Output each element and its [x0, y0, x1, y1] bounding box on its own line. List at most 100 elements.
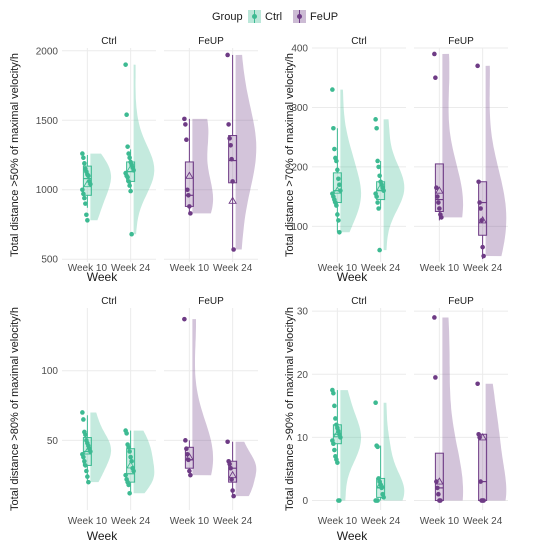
data-point	[188, 211, 193, 216]
data-point	[125, 144, 130, 149]
y-axis-title: Total distance >50% of maximal velocity/…	[9, 53, 21, 257]
x-tick-label: Week 24	[213, 263, 253, 274]
legend-key-ctrl-dot	[252, 14, 257, 19]
data-point	[225, 439, 230, 445]
data-point	[81, 454, 86, 460]
data-point	[183, 122, 188, 127]
box	[184, 161, 194, 207]
data-point	[86, 479, 91, 485]
density-cloud	[192, 319, 214, 476]
legend-title: Group	[212, 11, 243, 23]
density-cloud	[485, 65, 507, 257]
data-point	[81, 155, 86, 161]
data-point	[125, 174, 130, 180]
group-ctrl-week-24	[373, 400, 405, 503]
data-point	[480, 244, 485, 250]
x-tick-label: Week 24	[463, 516, 503, 527]
data-point	[127, 155, 132, 161]
data-point	[432, 315, 437, 320]
data-point	[230, 488, 235, 493]
data-point	[80, 410, 85, 415]
facet-label: Ctrl	[101, 296, 117, 307]
data-point	[338, 435, 343, 440]
data-point	[335, 460, 340, 465]
y-tick-label: 2000	[36, 46, 59, 57]
data-point	[229, 477, 234, 482]
x-tick-label: Week 24	[463, 263, 503, 274]
mean-marker	[376, 480, 385, 488]
data-point	[85, 474, 90, 479]
box	[184, 446, 194, 469]
mean-marker	[228, 470, 237, 479]
panel-ctrl: Ctrl Week 10 Week 24	[312, 296, 406, 527]
data-point	[186, 192, 191, 198]
facet-label: FeUP	[198, 36, 224, 47]
group-feup-week-24	[225, 52, 257, 252]
data-point	[373, 117, 378, 122]
data-point	[82, 458, 87, 464]
y-tick-label: 400	[291, 44, 308, 55]
data-point	[84, 468, 89, 474]
x-tick-label: Week 24	[213, 516, 253, 527]
data-point	[475, 381, 480, 387]
data-point	[377, 247, 382, 253]
data-point	[435, 485, 440, 491]
density-cloud	[340, 390, 362, 501]
data-point	[433, 75, 438, 81]
x-tick-label: Week 24	[361, 263, 401, 274]
panel-feup: FeUP Week 10 Week 24	[414, 296, 508, 527]
data-point	[225, 52, 230, 58]
density-cloud	[235, 54, 257, 250]
data-point	[479, 218, 484, 223]
data-point	[131, 468, 136, 474]
mean-marker	[435, 477, 444, 485]
panel-background	[312, 308, 406, 510]
data-point	[187, 204, 192, 209]
y-tick-label: 200	[291, 162, 308, 173]
density-cloud	[442, 317, 464, 501]
data-point	[123, 62, 128, 67]
y-axis-title: Total distance >80% of maximal velocity/…	[9, 307, 21, 511]
facet-label: FeUP	[448, 296, 474, 307]
mean-marker	[185, 452, 194, 461]
data-point	[126, 445, 131, 450]
y-tick-label: 1000	[36, 185, 59, 196]
panel-feup: FeUP Week 10 Week 24	[414, 36, 508, 274]
group-ctrl-week-24	[123, 62, 155, 237]
group-ctrl-week-10	[80, 151, 112, 223]
y-tick-label: 10	[297, 433, 309, 444]
legend: Group Ctrl FeUP	[212, 10, 338, 23]
y-axis-title: Total distance >70% of maximal velocity/…	[284, 53, 296, 257]
data-point	[185, 187, 190, 193]
data-point	[332, 146, 337, 152]
data-point	[126, 179, 131, 184]
data-point	[374, 194, 379, 199]
data-point	[83, 201, 88, 206]
data-point	[374, 125, 379, 131]
data-point	[229, 156, 234, 162]
data-point	[182, 316, 187, 322]
data-point	[231, 493, 236, 499]
panel-background	[164, 308, 258, 510]
x-axis-title: Week	[87, 529, 118, 543]
group-ctrl-week-10	[80, 410, 112, 485]
data-point	[227, 461, 232, 467]
data-point	[83, 432, 88, 438]
box	[478, 433, 488, 502]
legend-label-ctrl: Ctrl	[265, 11, 282, 23]
panel-feup: FeUP Week 10 Week 24	[164, 36, 258, 274]
y-tick-label: 100	[291, 222, 308, 233]
data-point	[85, 218, 90, 223]
y-tick-label: 100	[41, 366, 58, 377]
density-cloud	[442, 53, 464, 218]
density-cloud	[133, 64, 155, 235]
group-ctrl-week-10	[330, 87, 362, 235]
density-cloud	[485, 383, 507, 501]
data-point	[82, 161, 87, 166]
data-point	[330, 87, 335, 92]
data-point	[437, 206, 442, 211]
data-point	[80, 187, 85, 193]
